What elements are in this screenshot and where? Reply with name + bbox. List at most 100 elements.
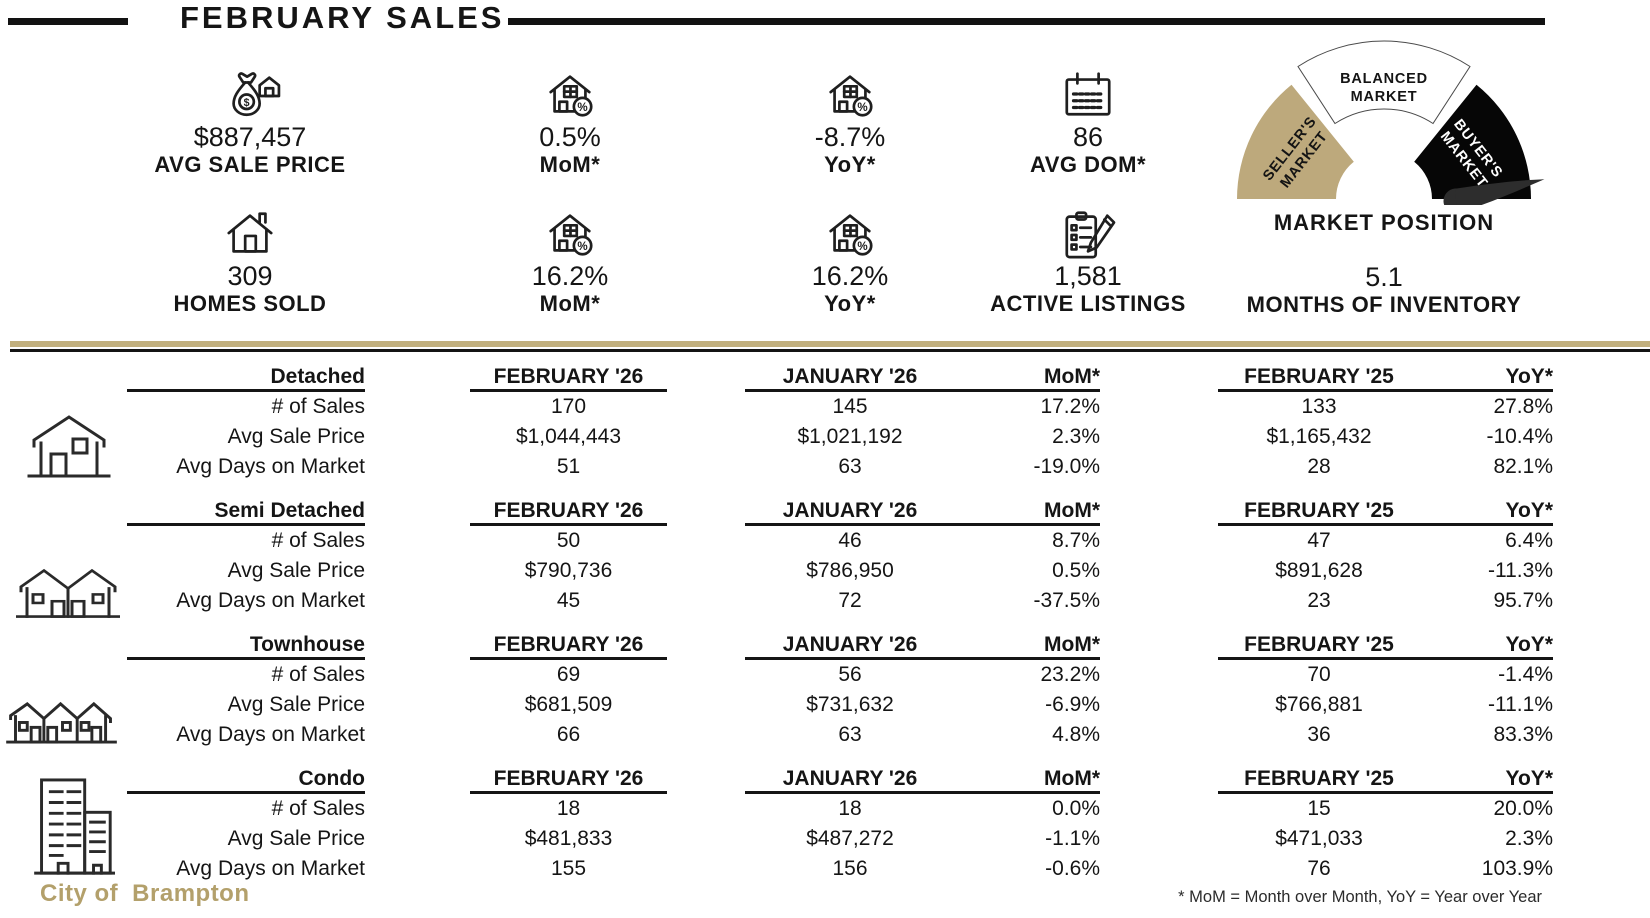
row-label: # of Sales bbox=[271, 395, 365, 418]
section-header-row: Semi Detached FEBRUARY '26 JANUARY '26 MoM*… bbox=[0, 496, 1650, 526]
icon-column-spacer bbox=[0, 362, 127, 392]
section-name: Condo bbox=[127, 764, 365, 794]
stat-homes-sold: 309 HOMES SOLD bbox=[100, 205, 400, 316]
table-cell: 2.3% bbox=[1052, 425, 1100, 448]
tan-divider-bar bbox=[10, 341, 1650, 347]
row-label: # of Sales bbox=[271, 529, 365, 552]
column-header: JANUARY '26 bbox=[745, 630, 955, 660]
stat-value: 16.2% bbox=[531, 261, 609, 291]
icon-column-spacer bbox=[0, 526, 127, 556]
stat-sold-mom: % 16.2% MoM* bbox=[470, 205, 670, 316]
market-position-gauge: SELLER'S MARKET BALANCED MARKET BUYER'S … bbox=[1218, 33, 1550, 236]
column-header: JANUARY '26 bbox=[745, 764, 955, 794]
table-cell: 76 bbox=[1307, 857, 1331, 880]
column-header: FEBRUARY '26 bbox=[470, 764, 667, 794]
table-cell: 2.3% bbox=[1505, 827, 1553, 850]
table-cell: $731,632 bbox=[806, 693, 894, 716]
table-cell: 133 bbox=[1301, 395, 1337, 418]
row-label: Avg Days on Market bbox=[176, 455, 365, 478]
stat-label: AVG DOM* bbox=[1029, 152, 1147, 177]
svg-text:%: % bbox=[857, 241, 867, 253]
title-rule-right bbox=[508, 18, 1545, 25]
city-of-brampton-logo: City of Brampton bbox=[40, 880, 264, 908]
table-cell: $681,509 bbox=[524, 693, 613, 716]
table-cell: -6.9% bbox=[1045, 693, 1100, 716]
stat-label: MoM* bbox=[539, 291, 601, 316]
table-cell: 27.8% bbox=[1493, 395, 1553, 418]
table-cell: 69 bbox=[556, 663, 581, 686]
column-header: YoY* bbox=[1420, 630, 1553, 660]
table-cell: 66 bbox=[556, 723, 581, 746]
table-cell: -11.3% bbox=[1488, 559, 1553, 582]
house-percent-icon: % bbox=[541, 66, 599, 122]
logo-prefix: City of bbox=[40, 880, 119, 907]
house-icon bbox=[221, 205, 279, 261]
table-cell: 8.7% bbox=[1052, 529, 1100, 552]
table-cell: $1,044,443 bbox=[515, 425, 622, 448]
table-section-townhouse: Townhouse FEBRUARY '26 JANUARY '26 MoM* FEBR… bbox=[0, 630, 1650, 750]
table-cell: 70 bbox=[1307, 663, 1331, 686]
icon-column-spacer bbox=[0, 660, 127, 690]
icon-column-spacer bbox=[0, 496, 127, 526]
table-cell: 23 bbox=[1307, 589, 1331, 612]
table-cell: -11.1% bbox=[1488, 693, 1553, 716]
footnote: * MoM = Month over Month, YoY = Year ove… bbox=[1178, 888, 1542, 906]
stat-months-of-inventory: 5.1 MONTHS OF INVENTORY bbox=[1218, 262, 1550, 317]
svg-text:%: % bbox=[857, 102, 867, 114]
table-section-detached: Detached FEBRUARY '26 JANUARY '26 MoM* FEBRU… bbox=[0, 362, 1650, 482]
section-name: Detached bbox=[127, 362, 365, 392]
table-cell: 28 bbox=[1307, 455, 1331, 478]
table-cell: 6.4% bbox=[1505, 529, 1553, 552]
stat-value: $887,457 bbox=[193, 122, 307, 152]
stat-value: 1,581 bbox=[1054, 261, 1122, 291]
stat-price-yoy: % -8.7% YoY* bbox=[750, 66, 950, 177]
table-cell: -1.4% bbox=[1498, 663, 1553, 686]
table-row: # of Sales 170 145 17.2% 133 27.8% bbox=[0, 392, 1650, 422]
table-cell: 145 bbox=[832, 395, 868, 418]
table-cell: 23.2% bbox=[1040, 663, 1100, 686]
table-row: # of Sales 18 18 0.0% 15 20.0% bbox=[0, 794, 1650, 824]
stat-value: 86 bbox=[1072, 122, 1104, 152]
table-cell: 15 bbox=[1307, 797, 1331, 820]
table-cell: $471,033 bbox=[1275, 827, 1363, 850]
column-header: FEBRUARY '25 bbox=[1218, 496, 1420, 526]
stat-avg-sale-price: $ $887,457 AVG SALE PRICE bbox=[100, 66, 400, 177]
column-header: MoM* bbox=[955, 362, 1100, 392]
column-header: FEBRUARY '26 bbox=[470, 362, 667, 392]
table-cell: 50 bbox=[556, 529, 581, 552]
table-cell: 170 bbox=[550, 395, 587, 418]
table-cell: 56 bbox=[838, 663, 862, 686]
townhouse-icon bbox=[5, 698, 120, 750]
column-header: YoY* bbox=[1420, 496, 1553, 526]
table-row: Avg Sale Price $681,509 $731,632 -6.9% $766,… bbox=[0, 690, 1650, 720]
svg-text:BALANCED: BALANCED bbox=[1340, 71, 1428, 87]
table-cell: 82.1% bbox=[1493, 455, 1553, 478]
table-cell: -19.0% bbox=[1033, 455, 1100, 478]
stat-value: 309 bbox=[227, 261, 273, 291]
table-cell: 155 bbox=[550, 857, 587, 880]
stat-value: 5.1 bbox=[1365, 262, 1403, 292]
stat-label: HOMES SOLD bbox=[173, 291, 327, 316]
table-cell: 95.7% bbox=[1493, 589, 1553, 612]
table-cell: $1,165,432 bbox=[1266, 425, 1372, 448]
black-divider-line bbox=[10, 349, 1650, 352]
table-cell: $481,833 bbox=[524, 827, 613, 850]
row-label: Avg Days on Market bbox=[176, 723, 365, 746]
semi-detached-icon bbox=[15, 562, 121, 625]
column-header: MoM* bbox=[955, 764, 1100, 794]
stat-active-listings: 1,581 ACTIVE LISTINGS bbox=[988, 205, 1188, 316]
stat-label: YoY* bbox=[824, 152, 876, 177]
table-row: Avg Days on Market 155 156 -0.6% 76 103.9% bbox=[0, 854, 1650, 884]
gauge-balanced-segment bbox=[1297, 40, 1471, 125]
clipboard-pencil-icon bbox=[1057, 205, 1119, 261]
table-cell: 45 bbox=[556, 589, 581, 612]
table-cell: 47 bbox=[1307, 529, 1331, 552]
table-cell: 156 bbox=[832, 857, 868, 880]
gauge-sellers-segment bbox=[1237, 84, 1354, 199]
table-cell: -10.4% bbox=[1486, 425, 1553, 448]
stat-sold-yoy: % 16.2% YoY* bbox=[750, 205, 950, 316]
column-header: FEBRUARY '26 bbox=[470, 496, 667, 526]
column-header: FEBRUARY '25 bbox=[1218, 764, 1420, 794]
table-cell: 0.5% bbox=[1052, 559, 1100, 582]
